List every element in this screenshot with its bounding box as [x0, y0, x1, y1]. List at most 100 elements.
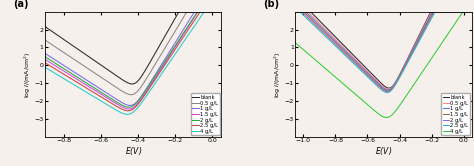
2 g/L — [292, 11, 298, 13]
2 g/L — [464, 11, 469, 13]
4 g/L — [219, 11, 224, 13]
blank — [301, 11, 307, 13]
1.5 g/L — [51, 64, 57, 66]
Line: 2.5 g/L: 2.5 g/L — [45, 12, 221, 111]
blank — [386, 87, 392, 89]
Text: (b): (b) — [264, 0, 280, 9]
1.5 g/L — [301, 11, 307, 13]
1 g/L — [181, 28, 187, 30]
0.5 g/L — [42, 39, 48, 41]
4 g/L — [301, 49, 307, 51]
0.5 g/L — [213, 11, 219, 13]
Legend: blank, 0.5 g/L, 1 g/L, 1.5 g/L, 2 g/L, 2.5 g/L, 4 g/L: blank, 0.5 g/L, 1 g/L, 1.5 g/L, 2 g/L, 2… — [441, 93, 470, 135]
1 g/L — [42, 52, 48, 54]
1.5 g/L — [219, 11, 224, 13]
2.5 g/L — [42, 62, 48, 64]
Line: 2.5 g/L: 2.5 g/L — [295, 12, 472, 93]
2.5 g/L — [384, 92, 390, 94]
4 g/L — [42, 66, 48, 68]
Line: 1.5 g/L: 1.5 g/L — [45, 12, 221, 109]
2.5 g/L — [292, 11, 298, 13]
2.5 g/L — [213, 11, 219, 13]
Line: 1 g/L: 1 g/L — [295, 12, 472, 90]
Text: (a): (a) — [13, 0, 29, 9]
1.5 g/L — [195, 11, 201, 13]
4 g/L — [128, 113, 134, 115]
4 g/L — [51, 72, 57, 74]
blank — [42, 26, 48, 28]
1.5 g/L — [464, 11, 469, 13]
1 g/L — [51, 58, 57, 60]
4 g/L — [378, 115, 384, 117]
blank — [374, 78, 379, 80]
1 g/L — [127, 104, 133, 106]
2.5 g/L — [374, 84, 379, 86]
Y-axis label: log $I$/(mA/cm$^2$): log $I$/(mA/cm$^2$) — [273, 51, 283, 98]
Line: 0.5 g/L: 0.5 g/L — [45, 12, 221, 95]
2 g/L — [213, 11, 219, 13]
blank — [176, 11, 182, 13]
2 g/L — [51, 61, 57, 63]
1.5 g/L — [385, 90, 391, 92]
Line: 2 g/L: 2 g/L — [295, 12, 472, 92]
1.5 g/L — [374, 82, 379, 84]
2 g/L — [194, 11, 200, 13]
Line: 1 g/L: 1 g/L — [45, 12, 221, 105]
4 g/L — [464, 11, 469, 13]
2 g/L — [219, 11, 224, 13]
blank — [464, 11, 469, 13]
Legend: blank, 0.5 g/L, 1 g/L, 1.5 g/L, 2 g/L, 2.5 g/L, 4 g/L: blank, 0.5 g/L, 1 g/L, 1.5 g/L, 2 g/L, 2… — [191, 93, 220, 135]
1 g/L — [301, 11, 307, 13]
1.5 g/L — [213, 11, 219, 13]
2.5 g/L — [219, 11, 224, 13]
4 g/L — [213, 11, 219, 13]
4 g/L — [213, 11, 219, 13]
0.5 g/L — [128, 94, 134, 96]
blank — [123, 81, 129, 83]
1 g/L — [431, 11, 437, 13]
4 g/L — [181, 40, 187, 42]
blank — [51, 32, 57, 34]
blank — [469, 11, 474, 13]
4 g/L — [374, 111, 379, 113]
2 g/L — [469, 11, 474, 13]
Line: 2 g/L: 2 g/L — [45, 12, 221, 107]
2 g/L — [374, 83, 379, 85]
1.5 g/L — [464, 11, 469, 13]
1 g/L — [385, 89, 391, 91]
2.5 g/L — [301, 15, 307, 17]
blank — [213, 11, 219, 13]
4 g/L — [464, 11, 470, 13]
1.5 g/L — [469, 11, 474, 13]
blank — [378, 82, 384, 84]
Line: 1.5 g/L: 1.5 g/L — [295, 12, 472, 91]
blank — [213, 11, 219, 13]
1 g/L — [123, 104, 129, 106]
1 g/L — [191, 11, 197, 13]
1 g/L — [378, 85, 384, 87]
0.5 g/L — [469, 11, 474, 13]
2 g/L — [384, 91, 390, 93]
0.5 g/L — [374, 79, 379, 81]
0.5 g/L — [219, 11, 224, 13]
2.5 g/L — [378, 88, 384, 90]
2 g/L — [123, 106, 129, 108]
1 g/L — [374, 81, 379, 83]
4 g/L — [431, 53, 437, 55]
blank — [431, 11, 437, 13]
2.5 g/L — [123, 110, 129, 112]
2 g/L — [181, 31, 187, 33]
0.5 g/L — [464, 11, 469, 13]
1 g/L — [219, 11, 224, 13]
4 g/L — [460, 11, 466, 13]
1.5 g/L — [292, 11, 298, 13]
Line: 4 g/L: 4 g/L — [45, 12, 221, 114]
2 g/L — [128, 106, 134, 108]
1 g/L — [213, 11, 219, 13]
1.5 g/L — [126, 108, 132, 110]
1.5 g/L — [213, 11, 219, 13]
2.5 g/L — [464, 11, 469, 13]
1 g/L — [464, 11, 469, 13]
2.5 g/L — [181, 35, 187, 37]
4 g/L — [383, 117, 389, 119]
